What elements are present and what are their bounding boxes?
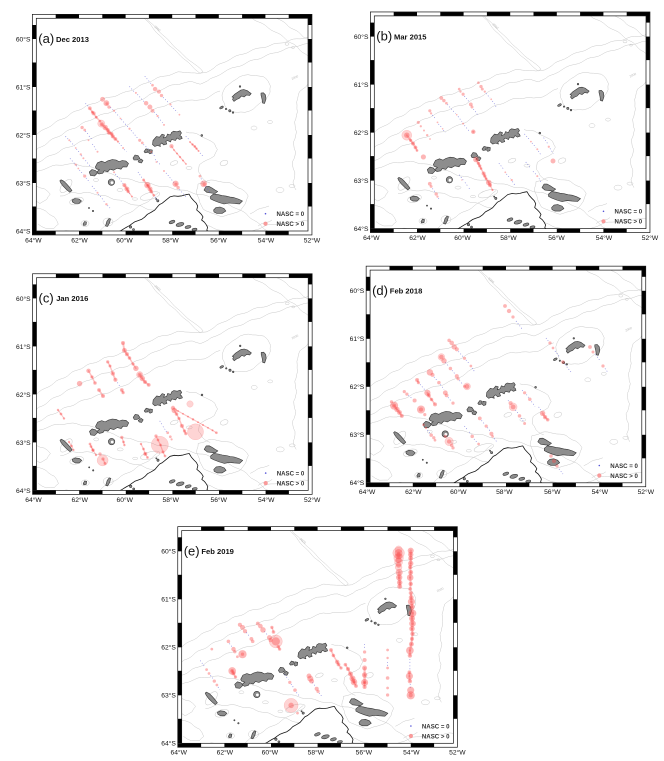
svg-text:62°W: 62°W [405,488,422,496]
svg-text:64°W: 64°W [170,749,187,757]
svg-text:62°S: 62°S [16,391,31,399]
svg-text:52°W: 52°W [304,236,321,244]
svg-text:56°W: 56°W [210,496,227,504]
svg-text:NASC = 0: NASC = 0 [615,209,643,216]
svg-text:56°W: 56°W [548,234,565,242]
svg-text:(d): (d) [372,283,388,298]
svg-text:NASC = 0: NASC = 0 [610,463,638,470]
svg-text:63°S: 63°S [16,179,31,187]
svg-text:60°W: 60°W [262,749,279,757]
svg-text:56°W: 56°W [210,236,227,244]
svg-text:(c): (c) [39,290,54,305]
svg-text:(b): (b) [376,29,392,44]
svg-text:62°S: 62°S [354,129,369,137]
svg-text:Dec 2013: Dec 2013 [56,35,89,44]
svg-text:62°S: 62°S [161,644,176,652]
svg-text:58°W: 58°W [162,496,179,504]
svg-text:60°S: 60°S [16,295,31,303]
svg-text:NASC > 0: NASC > 0 [277,480,305,487]
svg-text:58°W: 58°W [162,236,179,244]
svg-text:(e): (e) [184,543,200,558]
svg-text:58°W: 58°W [496,488,513,496]
svg-text:64°S: 64°S [354,225,369,233]
svg-text:54°W: 54°W [403,749,420,757]
svg-text:62°W: 62°W [217,749,234,757]
svg-text:56°W: 56°W [356,749,373,757]
svg-text:NASC = 0: NASC = 0 [277,470,305,477]
svg-text:NASC > 0: NASC > 0 [277,221,305,228]
svg-text:62°W: 62°W [409,234,426,242]
svg-text:52°W: 52°W [449,749,466,757]
svg-text:64°S: 64°S [161,740,176,748]
svg-text:63°S: 63°S [354,177,369,185]
svg-text:60°W: 60°W [454,234,471,242]
svg-text:Feb 2019: Feb 2019 [201,547,234,556]
svg-text:64°S: 64°S [350,479,365,487]
svg-text:56°W: 56°W [544,488,561,496]
svg-text:58°W: 58°W [308,749,325,757]
svg-text:61°S: 61°S [16,83,31,91]
svg-text:54°W: 54°W [258,236,275,244]
svg-text:64°S: 64°S [16,227,31,235]
svg-text:NASC > 0: NASC > 0 [422,733,450,740]
svg-text:61°S: 61°S [161,596,176,604]
svg-text:61°S: 61°S [354,81,369,89]
svg-text:62°S: 62°S [350,383,365,391]
svg-text:NASC = 0: NASC = 0 [277,211,305,218]
svg-text:NASC > 0: NASC > 0 [610,473,638,480]
svg-text:64°S: 64°S [16,487,31,495]
svg-text:61°S: 61°S [350,335,365,343]
svg-text:63°S: 63°S [350,431,365,439]
svg-text:60°W: 60°W [116,496,133,504]
svg-text:61°S: 61°S [16,343,31,351]
svg-text:64°W: 64°W [359,488,376,496]
svg-text:52°W: 52°W [642,234,659,242]
svg-text:52°W: 52°W [304,496,321,504]
svg-text:64°W: 64°W [363,234,380,242]
svg-text:62°S: 62°S [16,131,31,139]
svg-text:58°W: 58°W [500,234,517,242]
svg-text:60°S: 60°S [350,287,365,295]
svg-text:60°S: 60°S [354,33,369,41]
svg-text:63°S: 63°S [161,692,176,700]
svg-text:NASC = 0: NASC = 0 [422,723,450,730]
svg-text:54°W: 54°W [592,488,609,496]
svg-text:60°S: 60°S [16,35,31,43]
svg-text:62°W: 62°W [71,236,88,244]
svg-text:64°W: 64°W [25,496,42,504]
svg-text:52°W: 52°W [638,488,655,496]
svg-text:Feb 2018: Feb 2018 [390,287,423,296]
svg-text:63°S: 63°S [16,439,31,447]
svg-text:Jan 2016: Jan 2016 [56,294,88,303]
svg-text:Mar 2015: Mar 2015 [394,32,427,41]
svg-text:54°W: 54°W [258,496,275,504]
svg-text:60°W: 60°W [450,488,467,496]
svg-text:60°S: 60°S [161,548,176,556]
svg-text:62°W: 62°W [71,496,88,504]
svg-text:NASC > 0: NASC > 0 [615,219,643,226]
svg-text:54°W: 54°W [596,234,613,242]
svg-text:64°W: 64°W [25,236,42,244]
svg-text:60°W: 60°W [116,236,133,244]
svg-text:(a): (a) [38,31,54,46]
